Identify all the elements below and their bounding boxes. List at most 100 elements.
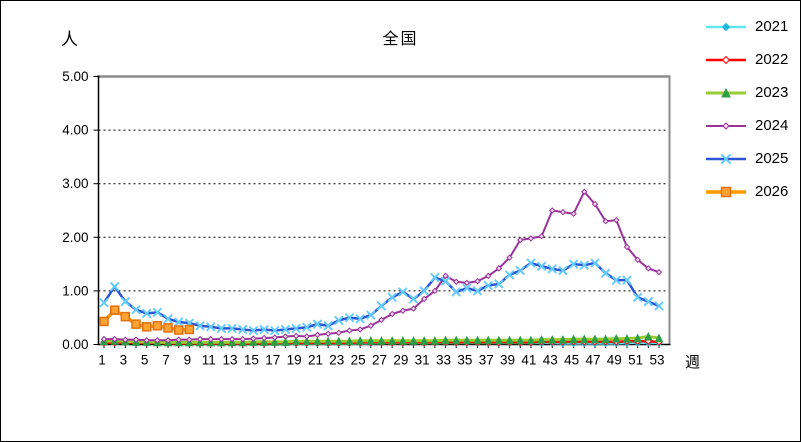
series-2023-marker bbox=[430, 336, 440, 345]
legend-item-2021: 2021 bbox=[704, 10, 788, 43]
series-2025-marker bbox=[633, 292, 643, 302]
series-2023-marker bbox=[227, 337, 237, 347]
legend-label-2024: 2024 bbox=[755, 117, 789, 134]
y-tick-label: 5.00 bbox=[62, 69, 88, 84]
series-2025-marker bbox=[430, 273, 440, 282]
x-tick-label: 47 bbox=[585, 353, 600, 368]
series-2023-marker bbox=[217, 337, 226, 347]
y-tick-label: 0.00 bbox=[62, 337, 88, 352]
series-2026-marker bbox=[131, 319, 141, 329]
series-2024-marker bbox=[517, 236, 524, 244]
x-tick-label: 5 bbox=[141, 353, 149, 368]
series-2025-marker bbox=[558, 266, 568, 276]
x-tick-label: 15 bbox=[244, 353, 259, 368]
series-2026-marker bbox=[120, 311, 131, 322]
legend-marker-2022 bbox=[721, 55, 731, 64]
series-2023-marker bbox=[355, 336, 365, 345]
series-2023-marker bbox=[334, 336, 344, 346]
series-2025-marker bbox=[174, 317, 184, 327]
series-2023-marker bbox=[462, 335, 472, 345]
legend-item-2022: 2022 bbox=[704, 43, 788, 76]
series-2024-marker bbox=[527, 235, 535, 242]
legend-marker-2026 bbox=[720, 186, 732, 197]
x-tick-label: 21 bbox=[308, 353, 323, 368]
legend-swatch-2025-icon bbox=[706, 153, 746, 164]
series-2024-marker bbox=[474, 278, 481, 285]
x-tick-label: 33 bbox=[436, 353, 451, 368]
series-2023-marker bbox=[494, 335, 504, 345]
series-2023-marker bbox=[483, 335, 493, 345]
x-tick-label: 11 bbox=[202, 353, 216, 368]
series-2025-marker bbox=[152, 307, 162, 317]
series-2024-marker bbox=[324, 330, 332, 337]
series-2024-marker bbox=[378, 316, 385, 324]
series-2023-marker bbox=[579, 334, 589, 344]
series-2025-marker bbox=[462, 283, 472, 293]
series-2024-marker bbox=[271, 334, 278, 341]
series-2023-marker bbox=[622, 333, 632, 343]
series-2025-marker bbox=[195, 321, 205, 331]
series-2023-marker bbox=[302, 336, 312, 346]
series-2025-marker bbox=[601, 268, 611, 278]
x-tick-label: 29 bbox=[393, 353, 408, 368]
series-2025-marker bbox=[505, 270, 515, 280]
series-2025-marker bbox=[515, 266, 525, 276]
legend-swatch-2024-icon bbox=[706, 121, 746, 130]
series-2024-marker bbox=[645, 265, 652, 272]
series-2025-marker bbox=[334, 315, 344, 325]
series-2024-marker bbox=[602, 218, 609, 225]
series-2024-marker bbox=[431, 287, 439, 295]
series-2025-marker bbox=[355, 314, 365, 324]
x-tick-label: 3 bbox=[120, 353, 128, 368]
series-2025 bbox=[99, 258, 664, 336]
series-2024-marker bbox=[623, 243, 631, 251]
series-2025-marker bbox=[270, 326, 280, 336]
series-2025-marker bbox=[643, 297, 653, 307]
legend-marker-2025 bbox=[721, 153, 731, 164]
y-axis-unit-label: 人 bbox=[61, 30, 78, 49]
series-2023-marker bbox=[633, 333, 642, 343]
series-2023-marker bbox=[505, 335, 514, 345]
x-tick-label: 53 bbox=[649, 353, 664, 368]
legend-marker-2023 bbox=[721, 87, 731, 97]
series-2024-marker bbox=[613, 216, 620, 224]
series-2026-marker bbox=[163, 323, 173, 333]
x-tick-label: 43 bbox=[543, 353, 558, 368]
series-2023-marker bbox=[409, 336, 418, 345]
series-2025-marker bbox=[323, 321, 333, 331]
series-2024-marker bbox=[634, 256, 641, 264]
series-2023-marker bbox=[291, 336, 301, 346]
series-2026-marker bbox=[141, 322, 152, 332]
x-tick-label: 51 bbox=[628, 353, 643, 368]
series-2024-marker bbox=[442, 272, 449, 280]
series-2023-marker bbox=[249, 337, 258, 346]
series-2023-marker bbox=[590, 334, 600, 344]
series-2024-marker bbox=[186, 336, 193, 343]
series-2024-marker bbox=[591, 200, 599, 208]
x-tick-label: 1 bbox=[98, 353, 106, 368]
series-2025-marker bbox=[526, 258, 536, 268]
legend-item-2023: 2023 bbox=[704, 76, 788, 109]
series-2026 bbox=[99, 305, 195, 335]
series-2024-marker bbox=[655, 268, 663, 276]
series-2025-marker bbox=[398, 287, 408, 297]
series-2024-marker bbox=[292, 332, 300, 340]
x-tick-label: 23 bbox=[329, 353, 344, 368]
series-2023-marker bbox=[515, 335, 525, 345]
series-2024-marker bbox=[260, 334, 268, 342]
x-tick-label: 7 bbox=[162, 353, 170, 368]
series-2024-marker bbox=[228, 335, 236, 343]
x-tick-label: 49 bbox=[607, 353, 622, 368]
series-2024-marker bbox=[559, 208, 567, 216]
series-2025-marker bbox=[227, 323, 237, 333]
series-2023-marker bbox=[537, 335, 546, 344]
y-tick-label: 2.00 bbox=[62, 230, 88, 245]
series-2024 bbox=[100, 188, 663, 344]
legend-swatch-2023-icon bbox=[706, 87, 746, 97]
series-2025-marker bbox=[344, 313, 354, 323]
series-2023-marker bbox=[451, 335, 461, 345]
series-2023-marker bbox=[387, 336, 397, 345]
series-2024-marker bbox=[250, 335, 257, 342]
series-2023-marker bbox=[526, 335, 536, 345]
